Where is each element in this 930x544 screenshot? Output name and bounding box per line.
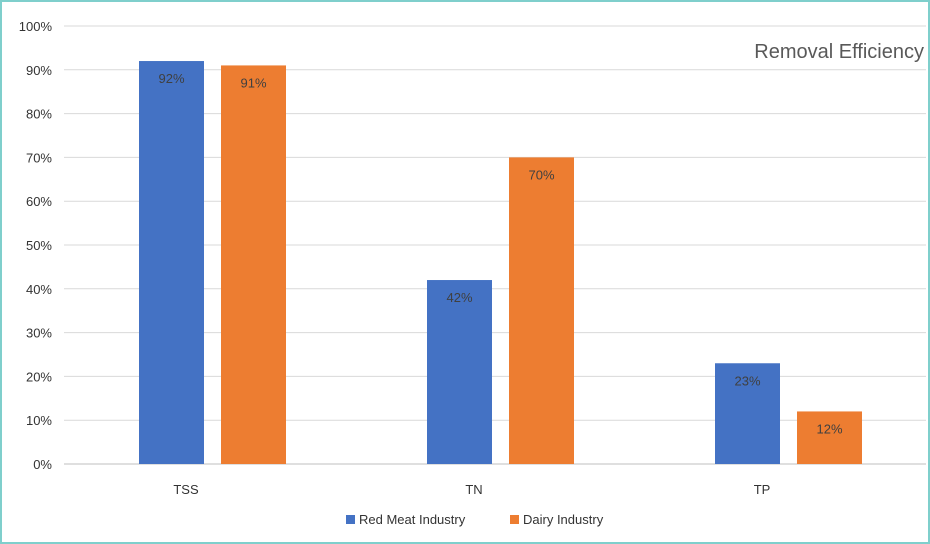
- data-label: 92%: [158, 71, 184, 86]
- data-label: 42%: [446, 290, 472, 305]
- x-tick-label: TP: [754, 482, 771, 497]
- bar-dairy-industry-tp: [797, 411, 862, 464]
- data-label: 91%: [240, 75, 266, 90]
- x-tick-label: TSS: [173, 482, 199, 497]
- data-label: 70%: [528, 167, 554, 182]
- x-axis: TSS TN TP: [173, 482, 770, 497]
- y-tick-label: 70%: [26, 150, 52, 165]
- y-tick-label: 100%: [19, 19, 53, 34]
- bar-red-meat-industry-tn: [427, 280, 492, 464]
- bar-dairy-industry-tss: [221, 65, 286, 465]
- y-tick-label: 80%: [26, 107, 52, 122]
- bar-red-meat-industry-tss: [139, 61, 204, 464]
- data-labels: 92% 91% 42% 70% 23% 12%: [158, 71, 842, 436]
- chart-title: Removal Efficiency: [754, 41, 924, 63]
- y-tick-label: 30%: [26, 326, 52, 341]
- x-tick-label: TN: [465, 482, 482, 497]
- bar-dairy-industry-tn: [509, 157, 574, 464]
- bar-red-meat-industry-tp: [715, 363, 780, 464]
- legend-label: Dairy Industry: [523, 512, 604, 527]
- data-label: 23%: [734, 373, 760, 388]
- y-tick-label: 40%: [26, 282, 52, 297]
- y-tick-label: 20%: [26, 369, 52, 384]
- y-tick-label: 10%: [26, 413, 52, 428]
- y-tick-label: 50%: [26, 238, 52, 253]
- data-label: 12%: [816, 421, 842, 436]
- legend-swatch: [346, 515, 355, 524]
- legend-label: Red Meat Industry: [359, 512, 466, 527]
- y-tick-label: 90%: [26, 63, 52, 78]
- y-axis: 0% 10% 20% 30% 40% 50% 60% 70% 80% 90% 100%: [19, 19, 53, 472]
- gridlines: [64, 25, 926, 465]
- bars: [139, 61, 862, 465]
- y-tick-label: 60%: [26, 194, 52, 209]
- legend-swatch: [510, 515, 519, 524]
- legend: Red Meat Industry Dairy Industry: [346, 512, 604, 527]
- y-tick-label: 0%: [33, 457, 52, 472]
